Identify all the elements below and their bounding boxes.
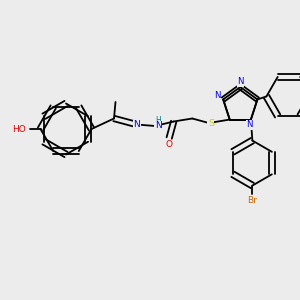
Text: N: N xyxy=(246,121,253,130)
Text: O: O xyxy=(166,140,173,149)
Text: N: N xyxy=(155,122,161,130)
Text: N: N xyxy=(237,77,244,86)
Text: S: S xyxy=(208,119,214,128)
Text: N: N xyxy=(214,91,221,100)
Text: N: N xyxy=(134,120,140,129)
Text: Br: Br xyxy=(248,196,257,205)
Text: HO: HO xyxy=(12,124,26,134)
Text: H: H xyxy=(155,116,161,125)
